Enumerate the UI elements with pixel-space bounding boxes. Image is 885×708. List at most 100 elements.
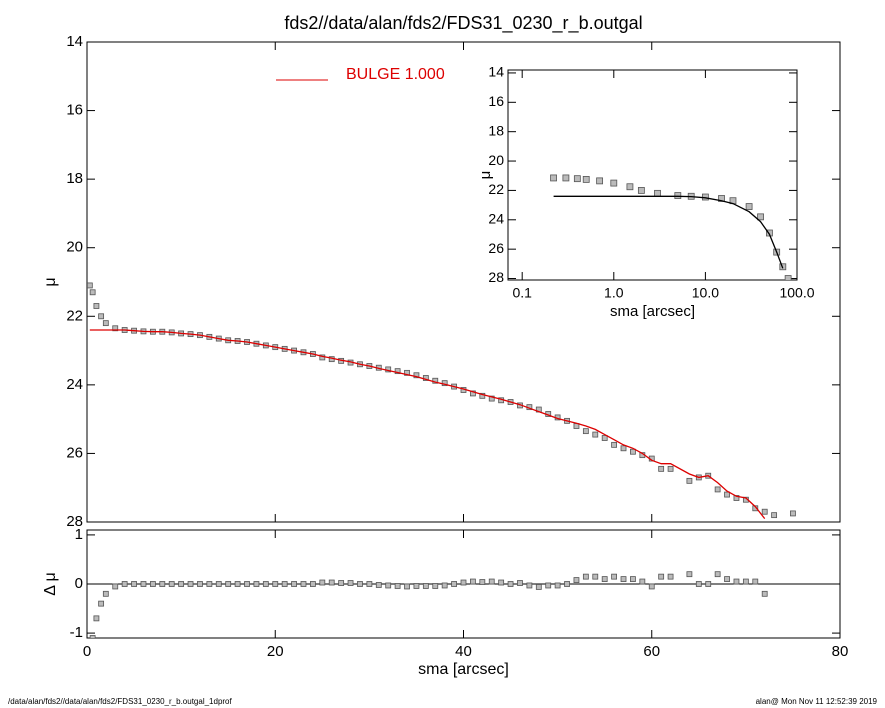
data-point — [149, 581, 156, 587]
data-point — [761, 590, 768, 597]
data-point — [507, 581, 514, 587]
x-tick-label: 0.1 — [512, 285, 532, 301]
x-tick-label: 10.0 — [692, 285, 719, 301]
data-point — [545, 582, 552, 589]
data-point — [357, 581, 363, 587]
data-point — [582, 573, 589, 580]
data-point — [658, 573, 665, 580]
data-point — [667, 465, 674, 472]
data-point — [121, 581, 128, 587]
data-point — [564, 581, 570, 587]
data-point — [470, 390, 476, 397]
data-point — [582, 176, 590, 183]
y-tick-label: 28 — [488, 269, 504, 285]
data-point — [488, 578, 495, 585]
data-point — [479, 392, 486, 399]
x-axis-label: sma [arcsec] — [610, 303, 695, 320]
data-point — [394, 583, 401, 589]
data-point — [733, 495, 740, 501]
data-point — [630, 576, 636, 582]
data-point — [742, 578, 749, 585]
data-point — [404, 583, 410, 590]
data-point — [639, 578, 646, 585]
data-point — [714, 486, 721, 493]
data-point — [102, 320, 109, 327]
data-point — [206, 581, 213, 587]
y-tick-label: 0 — [75, 575, 83, 592]
x-tick-label: 20 — [267, 643, 284, 660]
data-point — [654, 189, 661, 197]
data-point — [784, 275, 792, 280]
y-tick-label: 20 — [66, 239, 83, 256]
data-point — [93, 615, 100, 622]
data-point — [610, 179, 618, 187]
data-point — [93, 303, 100, 309]
data-point — [686, 571, 693, 578]
data-point — [319, 579, 326, 586]
data-point — [244, 581, 250, 587]
data-point — [281, 581, 288, 587]
data-point — [422, 583, 429, 589]
y-tick-label: 26 — [66, 444, 83, 461]
data-point — [620, 576, 627, 582]
y-tick-label: 28 — [66, 513, 83, 530]
data-point — [394, 368, 401, 375]
y-tick-label: 22 — [66, 307, 83, 324]
data-point — [582, 428, 589, 435]
data-point — [479, 579, 486, 585]
data-point — [724, 491, 730, 498]
y-tick-label: 22 — [488, 181, 504, 197]
data-point — [338, 580, 345, 586]
data-point — [562, 174, 570, 182]
data-point — [197, 581, 203, 587]
data-point — [790, 510, 796, 517]
data-point — [309, 581, 316, 587]
data-point — [366, 581, 373, 587]
plot-content — [550, 174, 792, 280]
data-point — [550, 174, 557, 182]
data-point — [413, 583, 420, 589]
data-point — [714, 571, 721, 578]
data-point — [215, 581, 222, 587]
x-tick-label: 1.0 — [604, 285, 624, 301]
data-point — [695, 581, 702, 587]
data-point — [745, 203, 753, 210]
data-point — [596, 177, 604, 185]
data-point — [291, 581, 297, 587]
data-point — [517, 580, 523, 586]
data-point — [601, 576, 608, 582]
y-tick-label: -1 — [70, 624, 83, 641]
y-tick-label: 16 — [488, 93, 504, 109]
data-point — [385, 582, 392, 589]
data-point — [451, 581, 457, 587]
data-point — [460, 579, 467, 586]
data-point — [573, 577, 580, 583]
data-point — [272, 581, 279, 587]
data-point — [441, 582, 448, 589]
y-tick-label: 24 — [488, 210, 504, 226]
data-point — [98, 313, 105, 320]
y-tick-label: 20 — [488, 152, 504, 168]
data-point — [667, 573, 674, 580]
y-tick-label: 18 — [66, 170, 83, 187]
x-tick-label: 0 — [83, 643, 91, 660]
y-tick-label: 24 — [66, 376, 83, 393]
model-line — [553, 195, 784, 269]
x-tick-label: 100.0 — [779, 285, 814, 301]
x-tick-label: 80 — [832, 643, 849, 660]
panel: 14 16 18 20 22 24 26 28 0.1 1.0 10.0 100.0 sma [arcs… — [477, 64, 815, 320]
data-point — [413, 372, 420, 379]
x-tick-label: 60 — [643, 643, 660, 660]
data-point — [724, 576, 730, 582]
data-point — [535, 584, 542, 590]
data-point — [432, 583, 439, 589]
y-tick-label: 26 — [488, 240, 504, 256]
footer-left: /data/alan/fds2//data/alan/fds2/FDS31_02… — [8, 697, 233, 706]
data-point — [592, 573, 599, 580]
data-point — [102, 590, 109, 597]
data-point — [168, 581, 175, 587]
data-point — [573, 175, 581, 183]
data-point — [98, 600, 105, 607]
data-point — [630, 448, 636, 455]
